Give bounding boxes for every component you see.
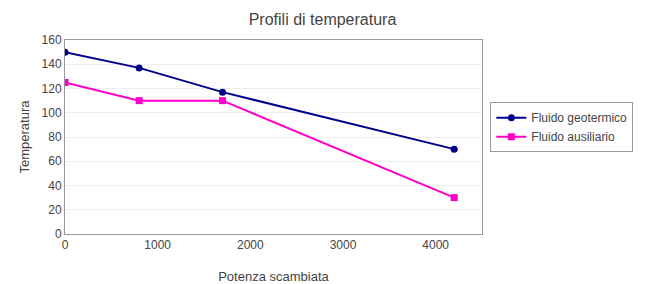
svg-text:Potenza scambiata: Potenza scambiata (218, 269, 329, 284)
svg-text:Temperatura: Temperatura (17, 100, 32, 174)
svg-text:0: 0 (55, 227, 62, 241)
svg-text:160: 160 (42, 33, 62, 47)
svg-text:100: 100 (42, 106, 62, 120)
svg-text:40: 40 (48, 179, 62, 193)
svg-text:2000: 2000 (237, 238, 264, 252)
svg-text:60: 60 (48, 154, 62, 168)
svg-text:20: 20 (48, 203, 62, 217)
svg-text:80: 80 (48, 130, 62, 144)
svg-text:Fluido geotermico: Fluido geotermico (531, 111, 627, 125)
svg-text:120: 120 (42, 82, 62, 96)
svg-text:0: 0 (62, 238, 69, 252)
svg-text:Fluido ausiliario: Fluido ausiliario (531, 130, 615, 144)
svg-text:4000: 4000 (422, 238, 449, 252)
svg-text:Profili di temperatura: Profili di temperatura (249, 11, 397, 28)
svg-text:1000: 1000 (144, 238, 171, 252)
svg-text:140: 140 (42, 57, 62, 71)
svg-text:3000: 3000 (330, 238, 357, 252)
